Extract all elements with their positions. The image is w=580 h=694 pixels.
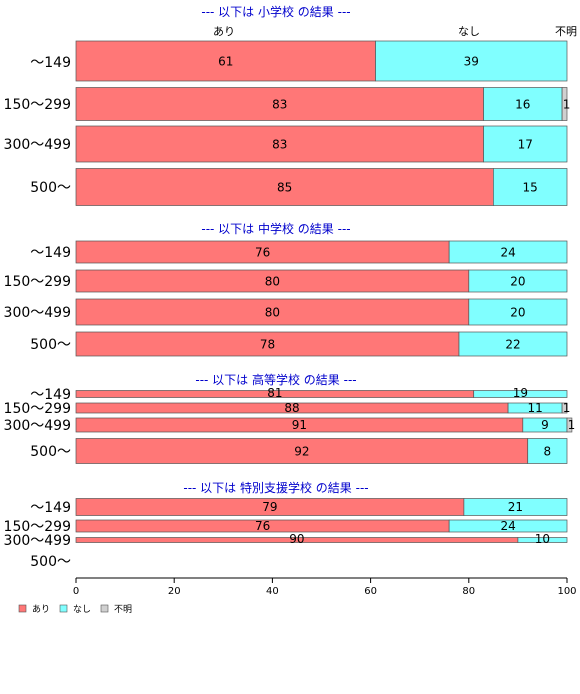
data-label-あり-0-2: 83	[272, 137, 287, 151]
bar-segment-なし-3-1	[448, 519, 568, 533]
data-label-あり-0-1: 83	[272, 97, 287, 111]
row-label-0-3: 500～	[30, 180, 71, 196]
data-label-なし-1-3: 22	[505, 337, 520, 351]
data-label-なし-2-3: 8	[544, 444, 552, 458]
data-label-なし-0-1: 16	[515, 97, 530, 111]
legend-swatch-1	[59, 604, 68, 613]
bar-segment-あり-1-2	[75, 298, 470, 326]
bar-segment-なし-1-3	[458, 331, 568, 357]
data-label-あり-1-3: 78	[260, 337, 275, 351]
data-label-なし-2-0: 19	[513, 386, 528, 400]
data-label-あり-1-0: 76	[255, 245, 270, 259]
legend-label-1: なし	[73, 604, 91, 615]
bar-segment-あり-0-0	[75, 40, 376, 82]
legend-label-0: あり	[32, 604, 50, 615]
x-tick-label-5: 100	[557, 586, 576, 597]
row-label-2-1: 150～299	[4, 401, 71, 417]
data-label-なし-2-1: 11	[527, 401, 542, 415]
group-title-3: --- 以下は 特別支援学校 の結果 ---	[183, 480, 368, 495]
data-label-あり-3-1: 76	[255, 519, 270, 533]
bar-segment-あり-0-2	[75, 125, 484, 163]
row-label-1-3: 500～	[30, 337, 71, 353]
data-label-なし-0-0: 39	[464, 54, 479, 68]
data-label-なし-3-2: 10	[535, 532, 550, 546]
column-header-2: 不明	[555, 25, 577, 38]
x-tick-label-1: 20	[168, 586, 181, 597]
column-header-1: なし	[458, 25, 480, 38]
row-label-2-0: ～149	[30, 387, 71, 403]
legend-swatch-2	[100, 604, 109, 613]
row-label-0-1: 150～299	[4, 97, 71, 113]
bar-segment-なし-1-2	[468, 298, 568, 326]
data-label-あり-3-0: 79	[262, 500, 277, 514]
data-label-なし-0-2: 17	[518, 137, 533, 151]
data-label-あり-2-1: 88	[284, 401, 299, 415]
bar-segment-なし-3-2	[517, 537, 568, 543]
data-label-あり-0-3: 85	[277, 180, 292, 194]
bar-segment-なし-1-0	[448, 240, 568, 264]
data-label-不明-2-1: 1	[563, 401, 571, 415]
data-label-あり-1-1: 80	[265, 274, 280, 288]
bar-segment-あり-1-3	[75, 331, 460, 357]
bar-segment-なし-2-0	[473, 390, 568, 398]
data-label-不明-0-1: 1	[563, 97, 571, 111]
row-label-2-3: 500～	[30, 444, 71, 460]
data-label-なし-1-1: 20	[510, 274, 525, 288]
bar-segment-なし-2-3	[527, 438, 568, 464]
data-label-あり-0-0: 61	[218, 54, 233, 68]
row-label-3-3: 500～	[30, 554, 71, 570]
bar-segment-不明-2-2	[566, 417, 573, 433]
data-label-あり-2-2: 91	[292, 418, 307, 432]
row-label-3-0: ～149	[30, 500, 71, 516]
row-label-0-2: 300～499	[4, 137, 71, 153]
legend-swatch-0	[18, 604, 27, 613]
data-label-不明-2-2: 1	[568, 418, 576, 432]
data-label-なし-3-1: 24	[500, 519, 515, 533]
row-label-3-2: 300～499	[4, 533, 71, 549]
data-label-なし-1-2: 20	[510, 305, 525, 319]
data-label-あり-2-0: 81	[267, 386, 282, 400]
row-label-0-0: ～149	[30, 55, 71, 71]
x-tick-label-0: 0	[73, 586, 79, 597]
group-title-0: --- 以下は 小学校 の結果 ---	[201, 4, 350, 19]
row-label-2-2: 300～499	[4, 418, 71, 434]
data-label-あり-2-3: 92	[294, 444, 309, 458]
x-tick-label-4: 80	[462, 586, 475, 597]
bar-segment-あり-0-1	[75, 87, 484, 121]
legend-label-2: 不明	[114, 604, 132, 615]
row-label-1-2: 300～499	[4, 305, 71, 321]
data-label-あり-1-2: 80	[265, 305, 280, 319]
bar-segment-不明-2-1	[561, 402, 568, 414]
bar-segment-なし-0-2	[483, 125, 568, 163]
group-title-1: --- 以下は 中学校 の結果 ---	[201, 221, 350, 236]
bar-segment-なし-0-3	[493, 168, 568, 206]
group-title-2: --- 以下は 高等学校 の結果 ---	[195, 372, 356, 387]
bar-segment-不明-0-1	[561, 87, 568, 121]
x-tick-label-2: 40	[266, 586, 279, 597]
data-label-なし-0-3: 15	[523, 180, 538, 194]
row-label-1-0: ～149	[30, 245, 71, 261]
row-label-1-1: 150～299	[4, 274, 71, 290]
bar-segment-なし-0-0	[375, 40, 568, 82]
row-label-3-1: 150～299	[4, 519, 71, 535]
data-label-あり-3-2: 90	[289, 532, 304, 546]
column-header-0: あり	[213, 25, 235, 38]
data-label-なし-3-0: 21	[508, 500, 523, 514]
bar-segment-あり-0-3	[75, 168, 494, 206]
bar-segment-なし-1-1	[468, 269, 568, 293]
data-label-なし-2-2: 9	[541, 418, 549, 432]
data-label-なし-1-0: 24	[500, 245, 515, 259]
bar-segment-なし-0-1	[483, 87, 563, 121]
x-tick-label-3: 60	[364, 586, 377, 597]
bar-segment-なし-3-0	[463, 498, 568, 516]
bar-segment-あり-2-3	[75, 438, 529, 464]
